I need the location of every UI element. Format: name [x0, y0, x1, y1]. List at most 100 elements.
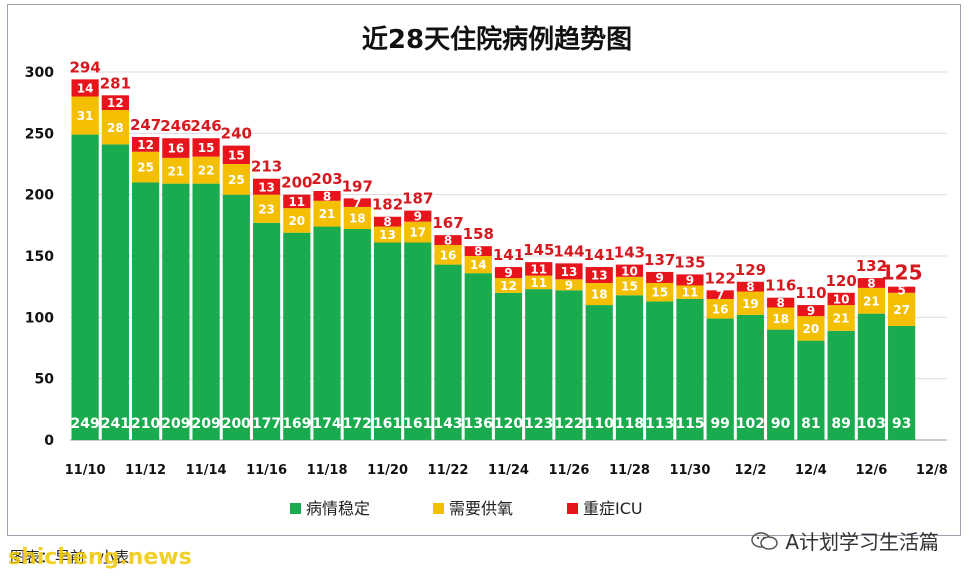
data-label-stable: 113	[645, 416, 674, 432]
total-label: 246	[190, 117, 221, 135]
data-label-icu: 13	[561, 265, 578, 279]
data-label-icu: 5	[897, 283, 905, 297]
bar-stable	[706, 318, 734, 440]
data-label-icu: 10	[621, 264, 638, 278]
bar-icu	[222, 145, 250, 164]
data-label-stable: 122	[554, 416, 583, 432]
legend-swatch-oxygen	[433, 503, 444, 514]
bar-oxygen	[101, 110, 129, 145]
bar-oxygen	[404, 221, 432, 243]
data-label-icu: 8	[867, 277, 875, 291]
data-label-oxygen: 16	[712, 302, 729, 316]
total-label: 281	[100, 74, 131, 92]
data-label-icu: 9	[656, 271, 664, 285]
total-label: 203	[311, 170, 342, 188]
bar-icu	[767, 297, 795, 308]
bar-icu	[71, 79, 99, 97]
data-label-oxygen: 14	[470, 258, 487, 272]
total-label: 182	[372, 196, 403, 214]
bar-stable	[797, 340, 825, 440]
data-label-icu: 15	[228, 148, 245, 162]
data-label-oxygen: 25	[137, 161, 154, 175]
bar-oxygen	[343, 206, 371, 230]
bar-oxygen	[555, 279, 583, 291]
data-labels: 2493114294241281228121025122472092116246…	[69, 58, 922, 432]
data-label-stable: 169	[282, 416, 311, 432]
y-axis-ticks: 0 50 100 150 200 250 300	[25, 65, 54, 449]
bar-icu	[706, 290, 734, 299]
bar-icu	[101, 95, 129, 111]
bar-oxygen	[585, 282, 613, 306]
bar-icu	[676, 274, 704, 286]
total-label: 141	[493, 246, 524, 264]
bar-stable	[736, 314, 765, 440]
data-label-stable: 161	[373, 416, 402, 432]
bar-stable	[162, 183, 190, 441]
bar-icu	[525, 262, 553, 276]
y-tick-label: 200	[25, 188, 54, 204]
bar-oxygen	[494, 278, 523, 293]
bar-icu	[131, 137, 160, 152]
data-label-icu: 9	[686, 273, 694, 287]
total-label: 137	[644, 251, 675, 269]
total-label: 141	[584, 246, 615, 264]
bar-icu	[585, 267, 613, 283]
x-tick-label: 11/22	[428, 463, 469, 478]
bars	[71, 79, 916, 441]
total-label: 122	[705, 269, 736, 287]
x-tick-label: 11/20	[367, 463, 408, 478]
bar-icu	[555, 263, 583, 280]
total-label: 213	[251, 158, 282, 176]
total-label: 158	[463, 225, 494, 243]
data-label-icu: 9	[414, 210, 422, 224]
x-tick-label: 12/4	[795, 463, 827, 478]
total-label: 110	[795, 284, 826, 302]
bar-icu	[192, 138, 220, 157]
bar-oxygen	[676, 285, 704, 299]
bar-icu	[162, 138, 190, 158]
total-label: 125	[881, 261, 923, 285]
data-label-stable: 103	[857, 416, 886, 432]
data-label-icu: 7	[716, 288, 724, 302]
data-label-icu: 15	[198, 141, 215, 155]
total-label: 197	[342, 177, 373, 195]
data-label-oxygen: 27	[893, 303, 910, 317]
bar-oxygen	[525, 275, 553, 290]
chart-frame	[7, 4, 961, 536]
data-label-oxygen: 23	[258, 202, 275, 216]
data-label-stable: 99	[710, 416, 729, 432]
data-label-icu: 11	[288, 195, 305, 209]
bar-oxygen	[252, 194, 281, 223]
bar-stable	[283, 232, 311, 440]
data-label-stable: 209	[191, 416, 220, 432]
bar-icu	[888, 286, 916, 293]
data-label-stable: 81	[801, 416, 820, 432]
data-label-stable: 115	[675, 416, 704, 432]
data-label-oxygen: 16	[440, 248, 457, 262]
x-tick-label: 11/16	[246, 463, 287, 478]
total-label: 294	[69, 58, 100, 76]
data-label-oxygen: 12	[500, 279, 517, 293]
data-label-oxygen: 18	[349, 212, 366, 226]
bar-stable	[464, 273, 492, 440]
x-tick-label: 11/28	[609, 463, 650, 478]
data-label-stable: 143	[433, 416, 462, 432]
bar-icu	[343, 198, 371, 207]
bar-oxygen	[192, 156, 220, 184]
data-label-oxygen: 19	[742, 297, 759, 311]
total-label: 143	[614, 244, 645, 262]
bar-stable	[525, 289, 553, 440]
bar-icu	[464, 246, 492, 256]
total-label: 116	[765, 277, 796, 295]
total-label: 247	[130, 116, 161, 134]
total-label: 187	[402, 190, 433, 208]
data-label-oxygen: 22	[198, 164, 215, 178]
total-label: 246	[160, 117, 191, 135]
data-label-icu: 9	[807, 304, 815, 318]
y-tick-label: 0	[44, 433, 54, 449]
x-tick-label: 11/12	[125, 463, 166, 478]
data-label-oxygen: 11	[530, 276, 547, 290]
data-label-icu: 9	[504, 266, 512, 280]
data-label-oxygen: 21	[833, 312, 850, 326]
bar-stable	[101, 144, 129, 440]
